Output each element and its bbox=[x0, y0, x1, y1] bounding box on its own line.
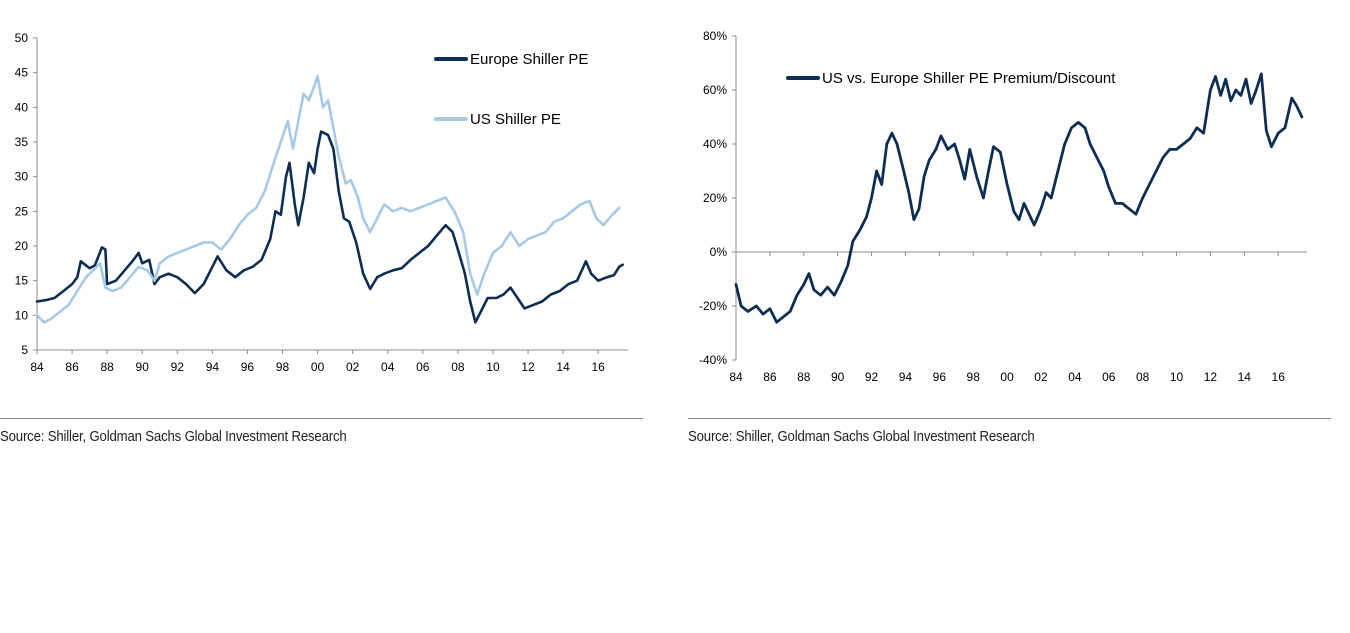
x-tick-label: 10 bbox=[1170, 370, 1184, 384]
series-line-us-shiller-pe bbox=[35, 74, 621, 324]
x-tick-label: 00 bbox=[1000, 370, 1014, 384]
chart-shiller-pe: 5 10 15 20 25 30 35 40 45 50 84 86 88 90 92 94 96 98 00 02 0… bbox=[15, 31, 628, 374]
y-tick-label: 35 bbox=[15, 135, 29, 149]
source-note: Source: Shiller, Goldman Sachs Global In… bbox=[0, 428, 347, 445]
x-tick-label: 84 bbox=[30, 360, 44, 374]
x-tick-label: 02 bbox=[1034, 370, 1048, 384]
x-tick-label: 06 bbox=[416, 360, 430, 374]
x-tick-label: 96 bbox=[241, 360, 255, 374]
x-tick-label: 14 bbox=[1238, 370, 1252, 384]
x-tick-label: 08 bbox=[1136, 370, 1150, 384]
source-note: Source: Shiller, Goldman Sachs Global In… bbox=[688, 428, 1035, 445]
divider-line bbox=[0, 418, 643, 419]
x-tick-label: 04 bbox=[381, 360, 395, 374]
y-tick-label: 50 bbox=[15, 31, 29, 45]
x-tick-label: 12 bbox=[521, 360, 535, 374]
x-tick-label: 90 bbox=[831, 370, 845, 384]
x-tick-label: 86 bbox=[763, 370, 777, 384]
y-tick-label: 25 bbox=[15, 204, 29, 218]
y-tick-label: 80% bbox=[703, 29, 727, 43]
x-tick-label: 06 bbox=[1102, 370, 1116, 384]
legend-label: US Shiller PE bbox=[470, 111, 561, 128]
x-tick-label: 88 bbox=[797, 370, 811, 384]
x-tick-label: 98 bbox=[276, 360, 290, 374]
y-tick-label: 60% bbox=[703, 83, 727, 97]
x-tick-label: 86 bbox=[65, 360, 79, 374]
x-tick-label: 92 bbox=[865, 370, 879, 384]
y-tick-label: 20 bbox=[15, 239, 29, 253]
x-tick-label: 16 bbox=[592, 360, 606, 374]
y-tick-label: -40% bbox=[699, 353, 727, 367]
x-tick-label: 92 bbox=[171, 360, 185, 374]
x-tick-label: 16 bbox=[1272, 370, 1286, 384]
y-tick-label: 40 bbox=[15, 100, 29, 114]
y-tick-label: 5 bbox=[21, 343, 28, 357]
y-tick-label: 15 bbox=[15, 274, 29, 288]
x-tick-label: 94 bbox=[899, 370, 913, 384]
chart-panel-shiller-pe: 5 10 15 20 25 30 35 40 45 50 84 86 88 90 92 94 96 98 00 02 0… bbox=[0, 0, 645, 460]
y-tick-label: 30 bbox=[15, 170, 29, 184]
y-tick-label: 45 bbox=[15, 66, 29, 80]
x-tick-label: 12 bbox=[1204, 370, 1218, 384]
legend-label: US vs. Europe Shiller PE Premium/Discoun… bbox=[822, 70, 1116, 87]
x-tick-label: 08 bbox=[451, 360, 465, 374]
y-tick-label: 20% bbox=[703, 191, 727, 205]
x-tick-label: 14 bbox=[556, 360, 570, 374]
x-tick-label: 90 bbox=[136, 360, 150, 374]
series-line-europe-shiller-pe bbox=[35, 130, 624, 324]
divider-line bbox=[688, 418, 1331, 419]
x-tick-label: 10 bbox=[486, 360, 500, 374]
y-tick-label: 0% bbox=[710, 245, 728, 259]
legend-label: Europe Shiller PE bbox=[470, 51, 588, 68]
chart-panel-premium-discount: -40% -20% 0% 20% 40% 60% 80% 84 86 88 90 92 94 96 98 00… bbox=[688, 0, 1333, 460]
x-tick-label: 84 bbox=[729, 370, 743, 384]
x-tick-label: 98 bbox=[967, 370, 981, 384]
x-tick-label: 94 bbox=[206, 360, 220, 374]
chart-premium-discount: -40% -20% 0% 20% 40% 60% 80% 84 86 88 90 92 94 96 98 00… bbox=[699, 29, 1307, 384]
y-tick-label: 40% bbox=[703, 137, 727, 151]
x-tick-label: 02 bbox=[346, 360, 360, 374]
series-line-us-vs-europe-shiller-pe-premium-discount bbox=[734, 72, 1304, 324]
x-tick-label: 00 bbox=[311, 360, 325, 374]
x-tick-label: 96 bbox=[933, 370, 947, 384]
x-tick-label: 04 bbox=[1068, 370, 1082, 384]
y-tick-label: 10 bbox=[15, 308, 29, 322]
y-tick-label: -20% bbox=[699, 299, 727, 313]
x-tick-label: 88 bbox=[100, 360, 114, 374]
